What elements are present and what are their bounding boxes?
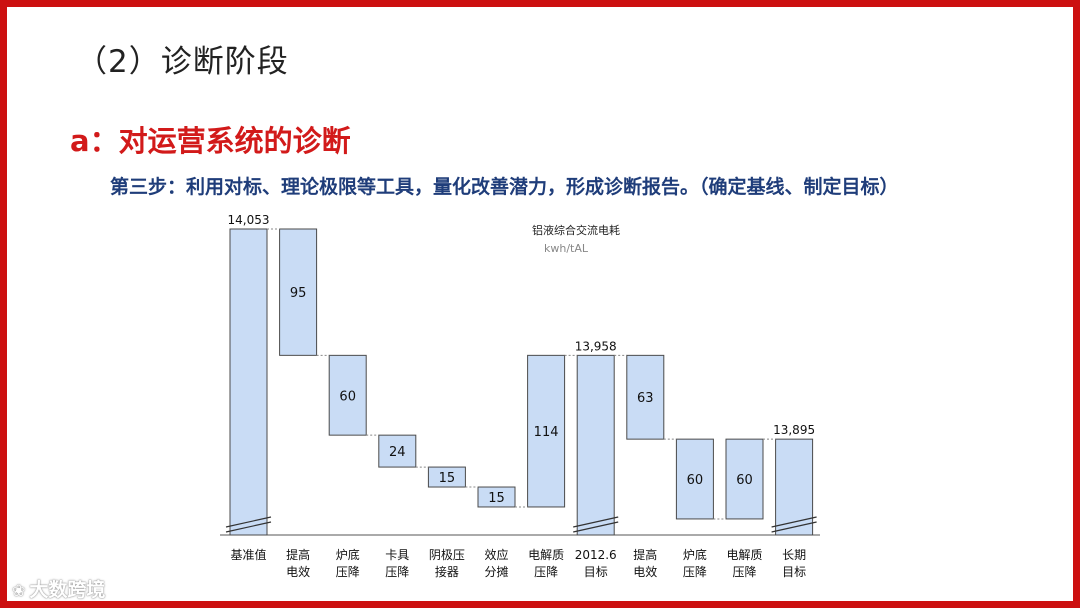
category-label: 压降 bbox=[683, 565, 707, 579]
bar-1 bbox=[229, 228, 268, 536]
bar-4 bbox=[378, 434, 417, 468]
bar-6 bbox=[477, 486, 516, 508]
section-title: （2）诊断阶段 bbox=[76, 44, 289, 80]
category-label: 2012.6 bbox=[575, 548, 617, 562]
delta-label: 63 bbox=[637, 391, 654, 406]
category-label: 目标 bbox=[584, 565, 608, 579]
total-label: 13,958 bbox=[575, 339, 617, 353]
bar-11 bbox=[725, 438, 764, 520]
category-label: 压降 bbox=[732, 565, 756, 579]
axis-break-mark bbox=[225, 521, 272, 533]
watermark-text: 大数跨境 bbox=[29, 579, 106, 601]
axis-break-mark bbox=[573, 521, 619, 533]
bar-9 bbox=[626, 354, 665, 440]
weibo-icon: ❀ bbox=[12, 581, 26, 600]
sub-title: a：对运营系统的诊断 bbox=[70, 124, 351, 158]
bar-2 bbox=[279, 228, 318, 356]
category-label: 提高 bbox=[286, 547, 310, 562]
total-label: 14,053 bbox=[228, 213, 270, 227]
category-label: 基准值 bbox=[230, 547, 266, 562]
category-label: 长期 bbox=[782, 548, 806, 562]
delta-label: 15 bbox=[488, 491, 505, 506]
delta-label: 24 bbox=[389, 445, 406, 460]
step-description: 第三步：利用对标、理论极限等工具，量化改善潜力，形成诊断报告。（确定基线、制定目… bbox=[110, 176, 899, 198]
category-label: 压降 bbox=[534, 565, 558, 579]
category-label: 效应 bbox=[484, 547, 508, 562]
bar-12 bbox=[775, 438, 814, 536]
axis-break-mark bbox=[771, 516, 817, 528]
chart-title: 铝液综合交流电耗 bbox=[532, 223, 620, 237]
bar-10 bbox=[675, 438, 714, 520]
bar-7 bbox=[527, 354, 566, 508]
category-label: 电效 bbox=[286, 564, 310, 579]
delta-label: 15 bbox=[439, 471, 456, 486]
bar-3 bbox=[328, 354, 367, 436]
category-label: 卡具 bbox=[385, 548, 409, 562]
category-label: 炉底 bbox=[336, 547, 360, 562]
axis-break-mark bbox=[225, 516, 272, 528]
category-label: 阴极压 bbox=[429, 548, 465, 562]
category-label: 炉底 bbox=[683, 547, 707, 562]
category-label: 电效 bbox=[633, 564, 657, 579]
watermark: ❀ 大数跨境 bbox=[12, 575, 105, 602]
chart-unit: kwh/tAL bbox=[544, 242, 589, 255]
axis-break-mark bbox=[573, 516, 619, 528]
category-label: 目标 bbox=[782, 565, 806, 579]
category-label: 电解质 bbox=[726, 548, 762, 562]
delta-label: 114 bbox=[534, 425, 559, 440]
category-label: 接器 bbox=[435, 564, 459, 579]
bar-8 bbox=[576, 354, 615, 536]
delta-label: 60 bbox=[687, 473, 704, 488]
category-label: 电解质 bbox=[528, 548, 564, 562]
delta-label: 95 bbox=[290, 286, 307, 301]
bar-5 bbox=[427, 466, 466, 488]
category-label: 提高 bbox=[633, 547, 657, 562]
category-label: 压降 bbox=[385, 565, 409, 579]
category-label: 分摊 bbox=[484, 565, 508, 579]
axis-break-mark bbox=[771, 521, 817, 533]
delta-label: 60 bbox=[736, 473, 753, 488]
total-label: 13,895 bbox=[773, 423, 815, 437]
delta-label: 60 bbox=[339, 389, 356, 404]
category-label: 压降 bbox=[336, 565, 360, 579]
